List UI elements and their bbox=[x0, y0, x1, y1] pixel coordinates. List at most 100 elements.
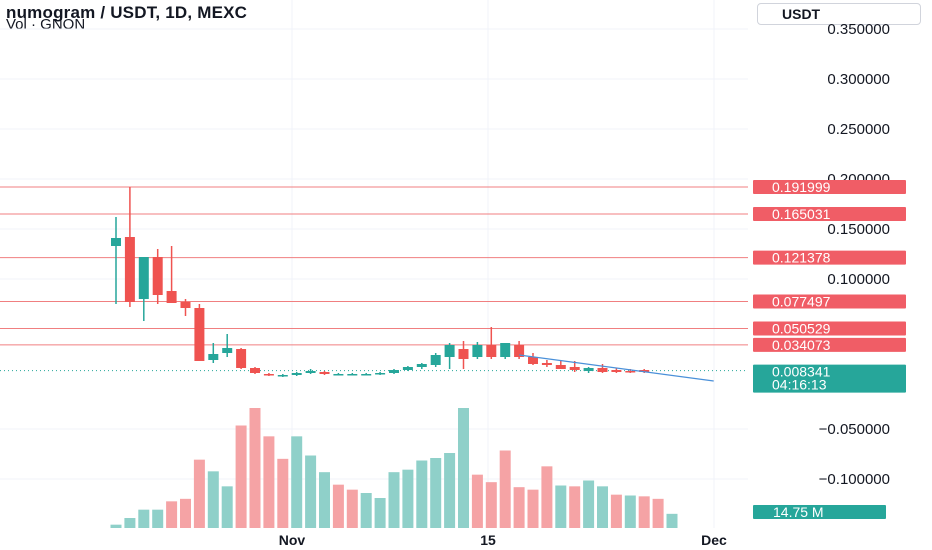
volume-bar bbox=[666, 513, 678, 528]
candle-body bbox=[375, 373, 386, 375]
volume-bar bbox=[110, 524, 122, 528]
volume-bar bbox=[624, 495, 636, 528]
price-level-tag bbox=[753, 180, 906, 195]
price-level-tag-label: 0.121378 bbox=[772, 250, 831, 266]
y-tick-label: −0.050000 bbox=[819, 421, 890, 438]
volume-bar bbox=[374, 498, 386, 528]
volume-bar bbox=[583, 480, 595, 528]
volume-bar bbox=[638, 496, 650, 528]
candle-body bbox=[389, 370, 399, 373]
candle-body bbox=[472, 345, 483, 357]
candle-body bbox=[625, 371, 636, 373]
volume-bar bbox=[277, 458, 289, 528]
volume-bar bbox=[207, 471, 219, 528]
candle-body bbox=[361, 374, 372, 376]
volume-tag-label: 14.75 M bbox=[773, 504, 824, 520]
volume-bar bbox=[235, 425, 247, 528]
candle-body bbox=[555, 365, 566, 369]
candle-body bbox=[291, 373, 302, 375]
candle-body bbox=[514, 345, 525, 357]
candle-body bbox=[166, 291, 177, 303]
price-level-tag-label: 0.191999 bbox=[772, 179, 831, 195]
x-tick-label: 15 bbox=[480, 532, 496, 548]
price-level-tag-label: 0.050529 bbox=[772, 320, 831, 336]
volume-bar bbox=[221, 486, 233, 528]
volume-bar bbox=[166, 501, 178, 528]
x-tick-label: Nov bbox=[279, 532, 306, 548]
volume-bar bbox=[291, 436, 303, 528]
volume-bar bbox=[527, 489, 539, 528]
volume-bar bbox=[263, 436, 275, 528]
volume-bar bbox=[541, 466, 553, 528]
candle-body bbox=[500, 343, 511, 357]
candle-body bbox=[333, 374, 344, 376]
price-level-tag-label: 0.034073 bbox=[772, 337, 831, 353]
y-tick-label: 0.150000 bbox=[827, 221, 890, 238]
price-level-tag bbox=[753, 250, 906, 265]
chart-title: numogram / USDT, 1D, MEXC bbox=[6, 3, 248, 22]
volume-tag bbox=[753, 505, 886, 519]
price-level-tag-label: 0.165031 bbox=[772, 206, 831, 222]
candle-body bbox=[486, 345, 497, 357]
volume-bar bbox=[332, 484, 344, 528]
candle-body bbox=[152, 257, 163, 295]
volume-bar bbox=[152, 509, 164, 528]
candle-body bbox=[347, 374, 358, 376]
candle-body bbox=[208, 354, 219, 360]
y-tick-label: −0.100000 bbox=[819, 471, 890, 488]
current-price-label: 0.008341 bbox=[772, 364, 831, 380]
candle-body bbox=[416, 364, 427, 367]
current-price-tag bbox=[753, 364, 906, 393]
volume-bar bbox=[180, 498, 191, 528]
volume-bar bbox=[388, 472, 400, 528]
volume-bar bbox=[346, 489, 358, 528]
candle-body bbox=[263, 374, 274, 376]
price-level-tag bbox=[753, 294, 906, 309]
candle-body bbox=[444, 345, 455, 357]
price-level-tag bbox=[753, 321, 906, 336]
candle-body bbox=[528, 357, 538, 364]
volume-bar bbox=[430, 458, 442, 528]
candle-body bbox=[305, 371, 316, 373]
price-level-tag bbox=[753, 206, 906, 221]
volume-bar bbox=[555, 485, 567, 528]
candle-body bbox=[430, 355, 441, 365]
candle-body bbox=[597, 368, 608, 372]
volume-bar bbox=[485, 482, 497, 528]
candle-body bbox=[583, 368, 594, 371]
candle-body bbox=[277, 375, 288, 377]
volume-bar bbox=[471, 474, 483, 528]
volume-bar bbox=[402, 469, 414, 528]
y-tick-label: 0.250000 bbox=[827, 121, 890, 138]
candle-body bbox=[111, 238, 121, 246]
currency-button[interactable]: USDT bbox=[757, 3, 921, 25]
volume-bar bbox=[513, 487, 525, 528]
volume-bar bbox=[124, 518, 136, 528]
volume-bar bbox=[569, 486, 581, 528]
candle-body bbox=[180, 302, 191, 308]
x-tick-label: Dec bbox=[701, 532, 727, 548]
volume-bar bbox=[597, 486, 608, 528]
y-tick-label: 0.100000 bbox=[827, 271, 890, 288]
trendline bbox=[519, 354, 714, 382]
candle-body bbox=[611, 370, 622, 372]
candle-body bbox=[222, 348, 233, 353]
candle-body bbox=[569, 367, 580, 370]
candle-body bbox=[124, 237, 135, 302]
candle-body bbox=[541, 363, 552, 365]
price-level-tag bbox=[753, 337, 906, 352]
countdown-label: 04:16:13 bbox=[772, 377, 827, 393]
y-tick-label: 0.300000 bbox=[827, 71, 890, 88]
y-tick-label: 0.350000 bbox=[827, 21, 890, 38]
volume-bar bbox=[610, 494, 622, 528]
candle-body bbox=[639, 370, 650, 372]
candle-body bbox=[236, 349, 247, 368]
volume-bar bbox=[193, 459, 205, 528]
price-level-tag-label: 0.077497 bbox=[772, 294, 831, 310]
volume-bar bbox=[138, 509, 150, 528]
candle-body bbox=[138, 257, 149, 299]
candle-body bbox=[402, 367, 413, 370]
candle-body bbox=[319, 372, 330, 374]
volume-bar bbox=[416, 460, 428, 528]
